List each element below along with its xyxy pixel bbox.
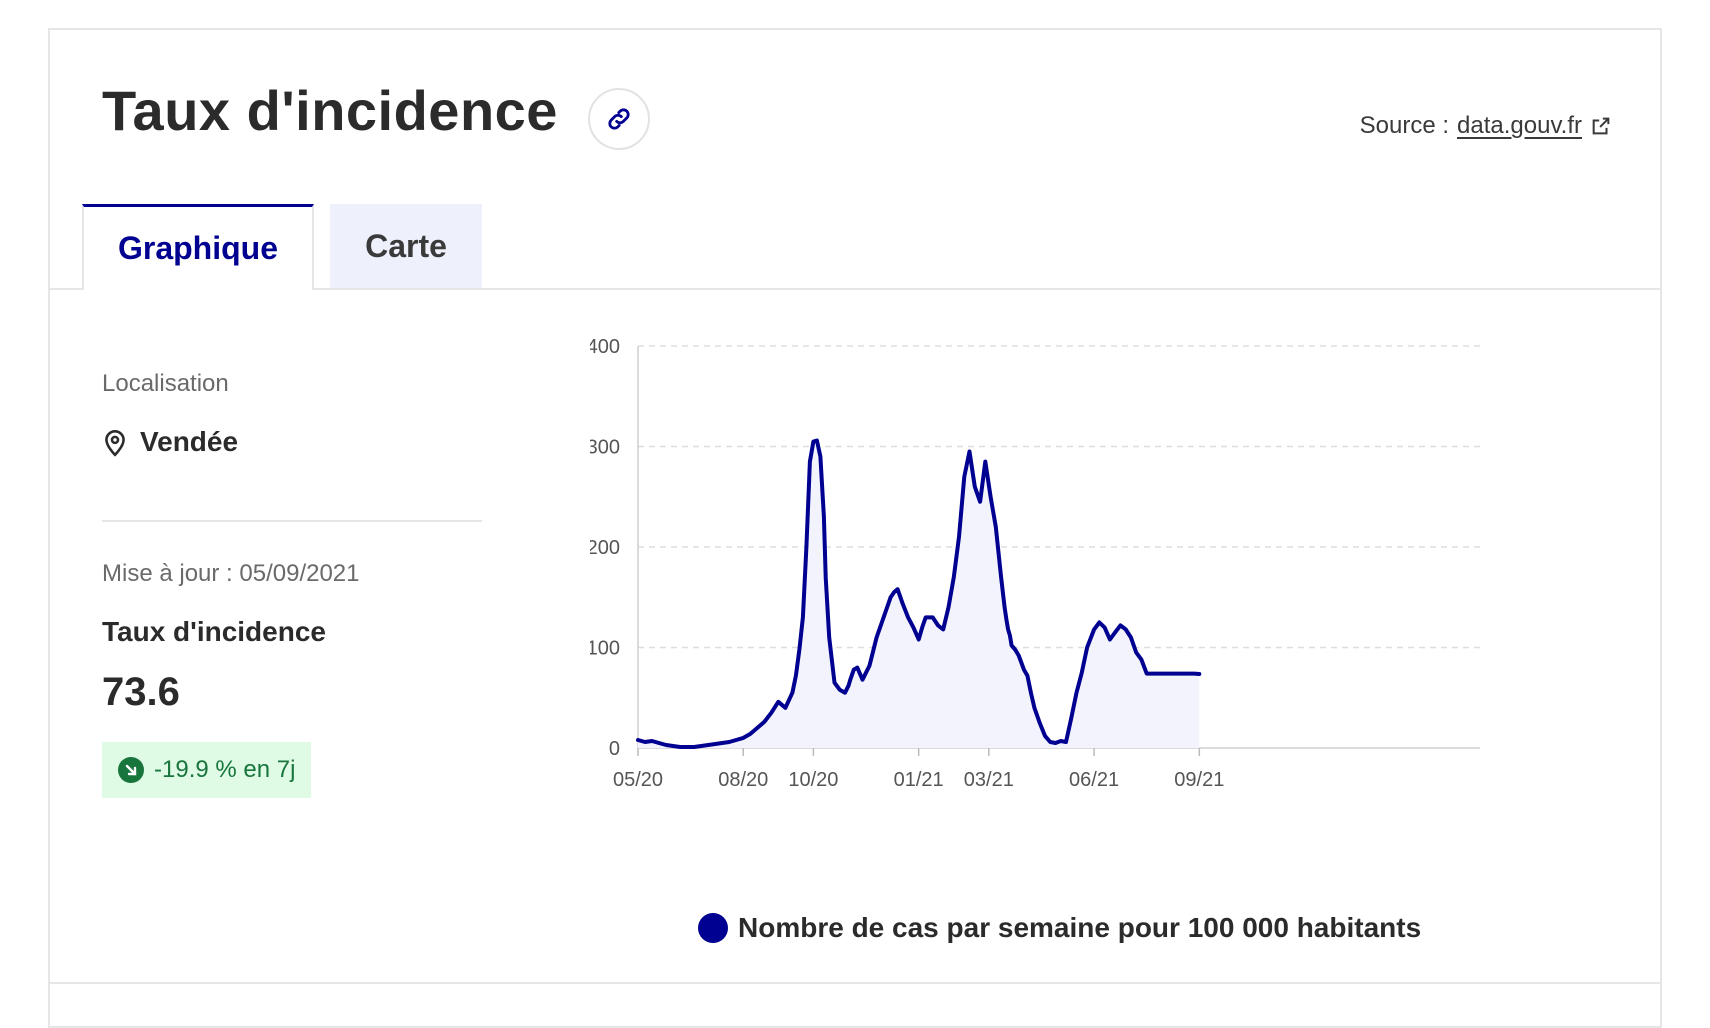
sidebar-divider [102, 520, 482, 522]
page-title: Taux d'incidence [102, 79, 558, 142]
trend-text: -19.9 % en 7j [154, 756, 296, 783]
metric-label: Taux d'incidence [102, 616, 326, 647]
y-tick-label: 0 [609, 738, 620, 760]
y-tick-label: 300 [590, 437, 620, 459]
incidence-card: Taux d'incidence Source : data.gouv.fr G… [48, 28, 1662, 1028]
series-area [638, 440, 1200, 748]
source-link[interactable]: data.gouv.fr [1457, 112, 1582, 139]
x-tick-label: 01/21 [894, 769, 944, 791]
x-tick-label: 10/20 [788, 769, 838, 791]
copy-link-button[interactable] [588, 88, 650, 150]
location-label: Localisation [102, 370, 229, 397]
chart-legend: Nombre de cas par semaine pour 100 000 h… [698, 912, 1421, 944]
metric-value: 73.6 [102, 670, 180, 714]
update-date: Mise à jour : 05/09/2021 [102, 560, 360, 587]
trend-badge: -19.9 % en 7j [102, 742, 312, 798]
link-icon [608, 108, 630, 130]
x-tick-label: 08/20 [718, 769, 768, 791]
x-tick-label: 09/21 [1174, 769, 1224, 791]
source-label: Source : [1359, 112, 1450, 139]
arrow-down-right-icon [118, 757, 144, 783]
x-tick-label: 06/21 [1069, 769, 1119, 791]
tab-divider [50, 288, 1660, 290]
y-tick-label: 200 [590, 537, 620, 559]
card-bottom-divider [50, 982, 1660, 984]
series-line [636, 438, 1202, 749]
x-tick-label: 05/20 [613, 769, 663, 791]
legend-label: Nombre de cas par semaine pour 100 000 h… [738, 912, 1422, 943]
y-tick-label: 400 [590, 336, 620, 358]
x-tick-label: 03/21 [964, 769, 1014, 791]
legend-dot [698, 913, 728, 943]
location-name: Vendée [140, 426, 239, 457]
location-value: Vendée [102, 426, 238, 458]
y-tick-label: 100 [590, 638, 620, 660]
external-link-icon [1592, 117, 1610, 135]
incidence-chart: 0 100 200 300 400 05/20 08/20 10/20 01/21 03/21 06… [590, 336, 1480, 791]
tab-graphique[interactable]: Graphique [82, 204, 314, 290]
tab-carte[interactable]: Carte [330, 204, 482, 288]
source: Source : data.gouv.fr [1360, 112, 1612, 140]
map-pin-icon [105, 430, 125, 457]
